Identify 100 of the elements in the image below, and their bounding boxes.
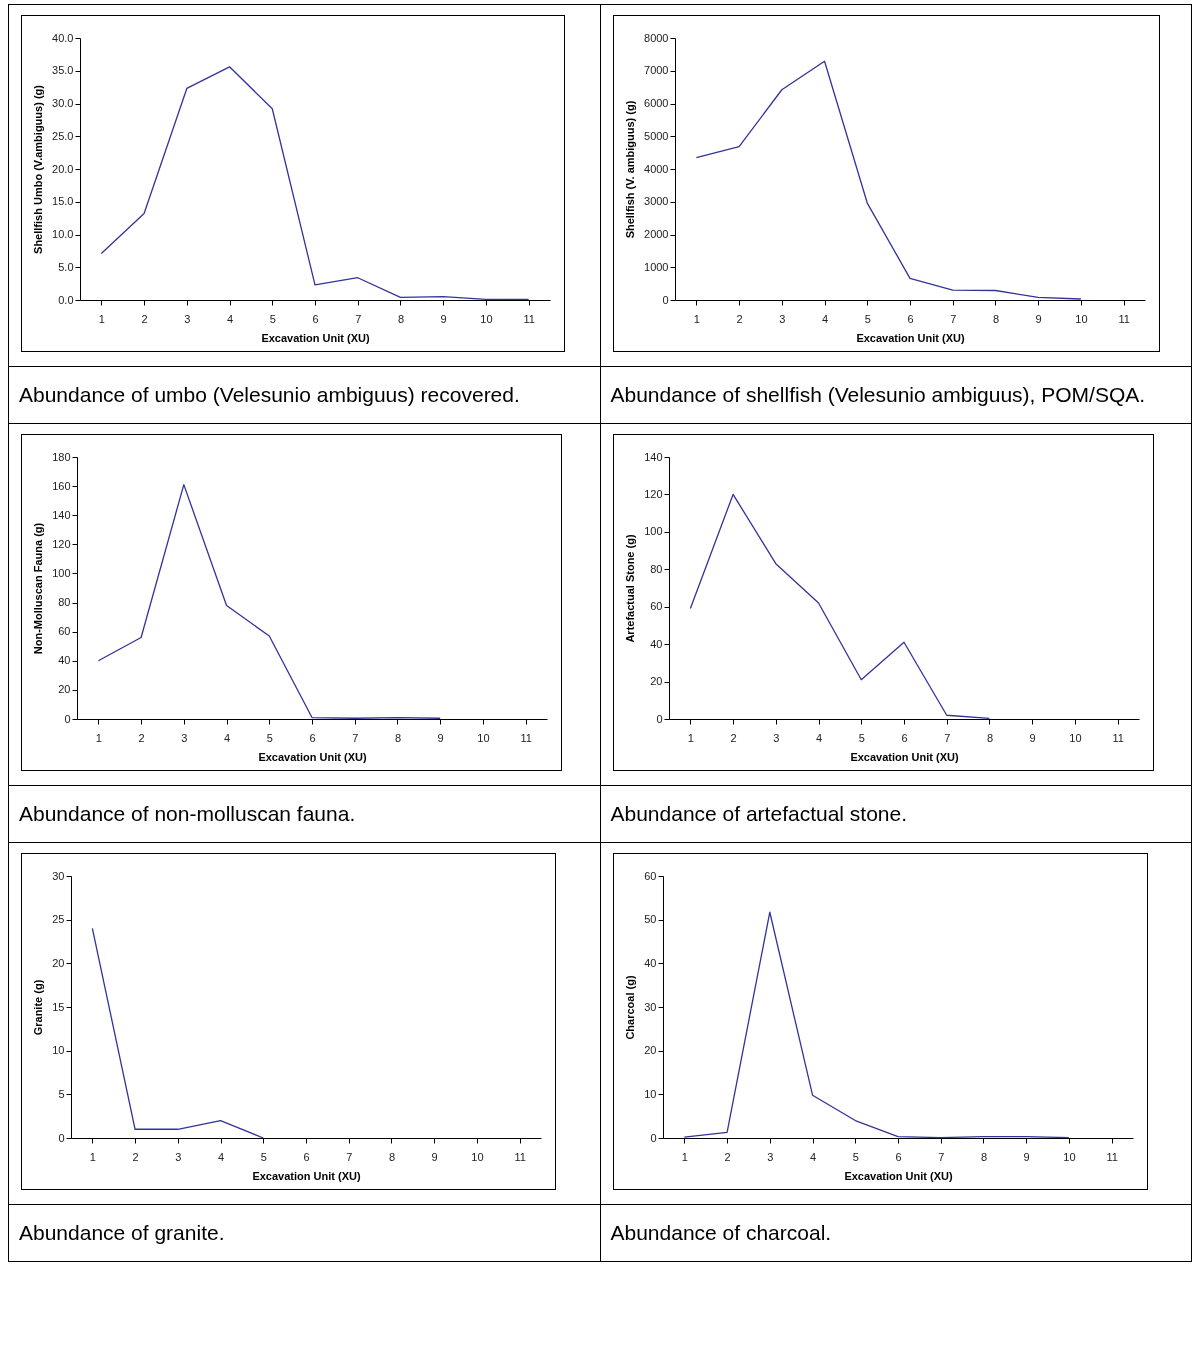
- x-tick-label: 3: [766, 1150, 773, 1163]
- x-tick-label: 1: [89, 1150, 96, 1163]
- y-tick-label: 3000: [643, 195, 668, 208]
- y-tick-label: 0: [649, 1131, 656, 1144]
- y-tick-label: 120: [52, 537, 71, 550]
- text: Abundance of umbo (Velesunio ambiguus) recovered.: [19, 382, 521, 408]
- y-tick-label: 60: [649, 600, 662, 613]
- x-axis-title: Excavation Unit (XU): [843, 1169, 953, 1182]
- y-tick-label: 0: [58, 1131, 65, 1144]
- x-tick-label: 9: [437, 731, 444, 744]
- x-tick-label: 8: [992, 312, 999, 325]
- x-axis-title: Excavation Unit (XU): [252, 1169, 361, 1182]
- y-tick-label: 15: [52, 1000, 65, 1013]
- x-tick-label: 9: [1023, 1150, 1030, 1163]
- y-tick-label: 100: [643, 525, 662, 538]
- x-tick-label: 5: [864, 312, 871, 325]
- y-tick-label: 40.0: [52, 31, 74, 44]
- x-tick-label: 10: [1074, 312, 1088, 325]
- y-tick-label: 8000: [643, 31, 668, 44]
- x-tick-label: 11: [520, 731, 532, 744]
- text: Abundance of artefactual stone.: [610, 800, 909, 827]
- x-tick-label: 7: [355, 312, 362, 325]
- x-tick-label: 2: [724, 1150, 731, 1163]
- x-tick-label: 10: [1062, 1150, 1076, 1163]
- x-tick-label: 7: [346, 1150, 353, 1163]
- x-tick-label: 10: [477, 731, 490, 744]
- x-tick-label: 6: [906, 312, 914, 325]
- x-axis-title: Excavation Unit (XU): [258, 750, 367, 763]
- x-tick-label: 6: [309, 731, 316, 744]
- y-tick-label: 50: [643, 912, 656, 925]
- x-tick-label: 4: [821, 312, 828, 325]
- x-tick-label: 6: [894, 1150, 902, 1163]
- x-tick-label: 10: [480, 312, 493, 325]
- y-tick-label: 100: [52, 566, 71, 579]
- y-tick-label: 30: [52, 869, 65, 882]
- text: Abundance of shellfish (Velesunio ambiguus), POM/SQA.: [610, 382, 1147, 408]
- x-tick-label: 9: [440, 312, 447, 325]
- y-tick-label: 4000: [643, 162, 668, 175]
- y-tick-label: 160: [52, 479, 71, 492]
- x-tick-label: 6: [312, 312, 319, 325]
- x-tick-label: 5: [269, 312, 276, 325]
- y-axis-title: Shellfish (V. ambiguus) (g): [623, 100, 636, 239]
- x-tick-label: 1: [687, 731, 694, 744]
- y-tick-label: 35.0: [52, 64, 74, 77]
- y-tick-label: 40: [643, 956, 656, 969]
- x-tick-label: 5: [266, 731, 273, 744]
- x-tick-label: 5: [852, 1150, 859, 1163]
- x-tick-label: 1: [98, 312, 105, 325]
- x-tick-label: 4: [815, 731, 822, 744]
- y-tick-label: 15.0: [52, 195, 74, 208]
- x-tick-label: 2: [730, 731, 737, 744]
- x-axis-title: Excavation Unit (XU): [849, 750, 959, 763]
- y-tick-label: 180: [52, 450, 71, 463]
- line-series: [695, 60, 1082, 300]
- x-axis-title: Excavation Unit (XU): [261, 331, 370, 344]
- x-tick-label: 3: [772, 731, 779, 744]
- text: Abundance of non-molluscan fauna.: [19, 800, 357, 827]
- y-tick-label: 60: [643, 869, 656, 882]
- y-tick-label: 25: [52, 912, 65, 925]
- x-tick-label: 11: [1111, 731, 1124, 744]
- x-tick-label: 2: [132, 1150, 139, 1163]
- x-tick-label: 10: [1068, 731, 1082, 744]
- x-tick-label: 11: [514, 1150, 526, 1163]
- y-tick-label: 5: [58, 1087, 65, 1100]
- x-tick-label: 10: [471, 1150, 484, 1163]
- x-tick-label: 7: [949, 312, 956, 325]
- y-tick-label: 140: [643, 450, 662, 463]
- x-tick-label: 1: [693, 312, 700, 325]
- text: Abundance of charcoal.: [610, 1219, 833, 1246]
- y-tick-label: 7000: [643, 64, 668, 77]
- x-tick-label: 9: [431, 1150, 438, 1163]
- x-tick-label: 11: [523, 312, 535, 325]
- line-series: [100, 66, 530, 300]
- y-tick-label: 20: [649, 674, 662, 687]
- line-series: [689, 493, 990, 719]
- y-tick-label: 80: [58, 595, 71, 608]
- x-tick-label: 11: [1117, 312, 1130, 325]
- x-tick-label: 4: [809, 1150, 816, 1163]
- x-tick-label: 6: [303, 1150, 310, 1163]
- x-axis-title: Excavation Unit (XU): [855, 331, 965, 344]
- y-axis-title: Charcoal (g): [623, 974, 636, 1040]
- y-tick-label: 40: [649, 637, 662, 650]
- y-tick-label: 0: [661, 293, 668, 306]
- y-tick-label: 20.0: [52, 162, 74, 175]
- y-tick-label: 120: [643, 487, 662, 500]
- y-tick-label: 0: [64, 712, 71, 725]
- x-tick-label: 6: [900, 731, 908, 744]
- x-tick-label: 7: [943, 731, 950, 744]
- y-tick-label: 0: [655, 712, 662, 725]
- y-axis-title: Non-Molluscan Fauna (g): [32, 522, 45, 655]
- x-tick-label: 4: [217, 1150, 225, 1163]
- x-tick-label: 3: [184, 312, 191, 325]
- line-series: [97, 483, 441, 719]
- y-tick-label: 20: [58, 683, 71, 696]
- y-tick-label: 0.0: [58, 293, 74, 306]
- x-tick-label: 1: [95, 731, 102, 744]
- y-tick-label: 10: [52, 1043, 65, 1056]
- y-tick-label: 40: [58, 654, 71, 667]
- y-tick-label: 25.0: [52, 129, 74, 142]
- x-tick-label: 11: [1105, 1150, 1118, 1163]
